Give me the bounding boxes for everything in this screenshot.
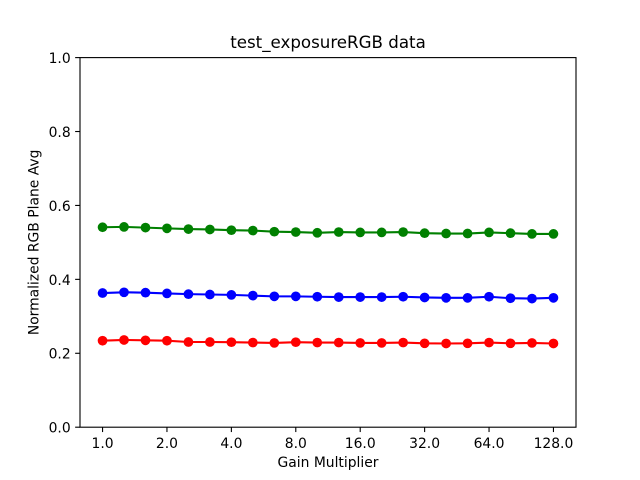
series-blue [97,287,559,304]
data-point-green [505,228,516,239]
data-point-green [376,227,387,238]
data-point-red [97,335,108,346]
data-point-red [333,337,344,348]
y-tick-label: 0.4 [49,273,71,289]
data-point-blue [527,293,537,304]
chart-title: test_exposureRGB data [230,33,426,53]
data-point-green [140,222,151,233]
data-point-green [183,224,194,234]
data-point-green [97,222,108,233]
data-point-blue [376,292,387,302]
y-tick-label: 0.8 [49,125,71,141]
x-tick-label: 64.0 [474,436,505,452]
data-point-green [355,227,366,238]
data-point-green [484,227,494,238]
data-point-blue [97,288,108,298]
data-point-red [527,338,537,348]
x-tick-label: 1.0 [92,436,114,452]
data-point-blue [226,290,237,300]
series-line-red [101,338,555,345]
data-point-green [527,229,537,239]
data-point-blue [505,293,516,304]
data-point-red [376,338,387,348]
axes-frame [79,57,577,428]
series-red [97,335,559,349]
data-point-blue [398,291,409,302]
data-point-green [162,223,172,234]
data-point-green [269,226,280,237]
data-point-red [441,338,451,349]
data-point-green [548,229,559,239]
data-point-blue [290,291,301,302]
x-tick-label: 128.0 [534,436,574,452]
data-point-blue [484,291,494,302]
data-point-green [441,228,451,239]
data-point-red [290,337,301,348]
data-point-red [140,335,151,346]
x-tick-label: 8.0 [285,436,307,452]
data-point-green [333,227,344,237]
data-point-red [419,338,430,349]
series-line-blue [101,291,555,300]
data-point-blue [247,290,258,301]
data-point-red [162,335,172,346]
data-point-red [355,338,366,348]
data-point-blue [119,287,129,298]
axes-layer: 1.0 2.0 4.0 8.0 16.0 32.0 64.0 128.0 0.0 0.2 0.4 0.… [49,51,577,452]
data-point-blue [162,288,172,299]
data-point-green [290,227,301,237]
x-axis-label: Gain Multiplier [278,455,379,471]
data-point-blue [269,291,280,302]
y-tick-label: 0.2 [49,347,71,363]
x-tick-label: 16.0 [345,436,376,452]
data-point-blue [333,292,344,302]
data-point-red [312,337,323,348]
data-point-blue [548,292,559,303]
y-tick-label: 0.6 [49,199,71,215]
data-point-red [119,335,129,345]
y-tick-label: 0.0 [49,421,71,437]
data-point-red [269,338,280,348]
data-point-red [226,337,237,348]
x-tick-label: 4.0 [220,436,242,452]
data-series-layer [97,222,559,349]
data-point-red [205,337,215,347]
series-line-green [101,225,555,235]
data-point-red [548,338,559,349]
data-point-green [226,225,237,236]
data-point-red [183,337,194,347]
data-point-blue [355,292,366,302]
data-point-red [247,337,258,348]
data-point-green [119,222,129,232]
y-axis-label: Normalized RGB Plane Avg [27,150,43,336]
data-point-blue [441,292,451,303]
data-point-blue [183,289,194,300]
data-point-green [419,228,430,239]
data-point-blue [312,291,323,302]
data-point-red [398,337,409,348]
y-tick-label: 1.0 [49,51,71,67]
data-point-green [205,224,215,235]
series-green [97,222,559,239]
data-point-blue [205,289,215,300]
data-point-red [462,338,473,349]
data-point-green [462,228,473,239]
data-point-blue [140,287,151,298]
data-point-green [312,227,323,238]
x-tick-label: 32.0 [409,436,440,452]
data-point-red [484,337,494,348]
data-point-blue [419,292,430,303]
data-point-blue [462,292,473,303]
data-point-green [398,227,409,237]
x-tick-label: 2.0 [156,436,178,452]
data-point-red [505,338,516,349]
data-point-green [247,225,258,236]
